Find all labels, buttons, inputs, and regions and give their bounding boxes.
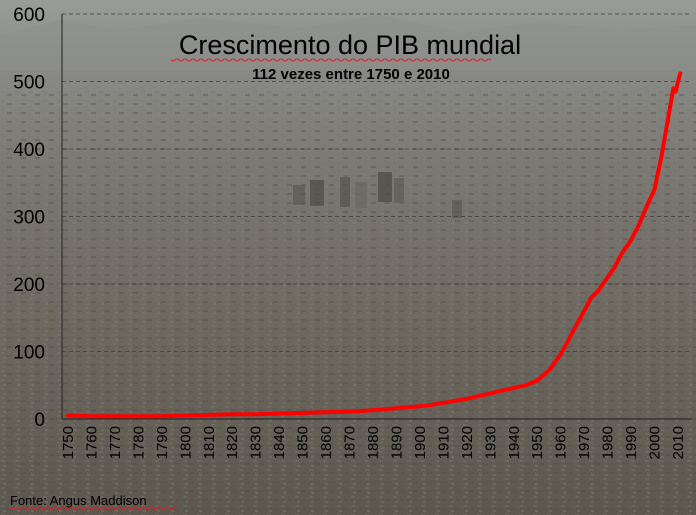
x-tick-label-1770: 1770 — [107, 426, 124, 459]
mountains — [0, 15, 696, 70]
x-tick-label-1790: 1790 — [154, 426, 171, 459]
x-tick-label-1830: 1830 — [248, 426, 265, 459]
gridlines — [62, 13, 692, 352]
x-tick-label-1820: 1820 — [224, 426, 241, 459]
series-layer — [66, 71, 683, 419]
x-tick-label-1930: 1930 — [482, 426, 499, 459]
spellcheck-underline-source — [9, 506, 179, 510]
x-tick-label-1810: 1810 — [201, 426, 218, 459]
source-note: Fonte: Angus Maddison — [10, 493, 147, 508]
x-tick-label-1920: 1920 — [459, 426, 476, 459]
y-tick-label-300: 300 — [13, 208, 45, 229]
y-tick-label-200: 200 — [13, 275, 45, 296]
x-tick-label-1870: 1870 — [342, 426, 359, 459]
x-tick-label-1900: 1900 — [412, 426, 429, 459]
x-tick-label-1880: 1880 — [365, 426, 382, 459]
x-tick-label-1800: 1800 — [177, 426, 194, 459]
x-tick-label-1850: 1850 — [295, 426, 312, 459]
x-tick-label-1970: 1970 — [576, 426, 593, 459]
y-tick-label-100: 100 — [13, 343, 45, 364]
x-tick-label-1890: 1890 — [388, 426, 405, 459]
x-tick-label-2010: 2010 — [670, 426, 687, 459]
spellcheck-underline-title — [170, 58, 492, 62]
axes — [61, 14, 692, 420]
x-tick-label-1950: 1950 — [529, 426, 546, 459]
x-tick-label-1990: 1990 — [623, 426, 640, 459]
y-tick-label-500: 500 — [13, 73, 45, 94]
y-tick-label-600: 600 — [13, 5, 45, 26]
y-tick-label-0: 0 — [34, 410, 45, 431]
city-texture — [0, 90, 696, 515]
x-tick-label-2000: 2000 — [647, 426, 664, 459]
x-tick-label-1780: 1780 — [130, 426, 147, 459]
x-axis-ticks: 1750 1760 1770 1780 1790 1800 1810 1820 1830 1840… — [60, 426, 687, 459]
x-tick-label-1980: 1980 — [600, 426, 617, 459]
chart-subtitle: 112 vezes entre 1750 e 2010 — [252, 66, 450, 83]
x-tick-label-1940: 1940 — [506, 426, 523, 459]
series-line-0 — [66, 71, 683, 419]
y-axis-ticks: 0 100 200 300 400 500 600 — [13, 5, 45, 431]
x-tick-label-1960: 1960 — [553, 426, 570, 459]
x-tick-label-1860: 1860 — [318, 426, 335, 459]
x-tick-label-1910: 1910 — [435, 426, 452, 459]
downtown-buildings — [293, 172, 462, 218]
chart-title: Crescimento do PIB mundial — [179, 30, 521, 60]
y-tick-label-400: 400 — [13, 140, 45, 161]
x-tick-label-1750: 1750 — [60, 426, 77, 459]
x-tick-label-1840: 1840 — [271, 426, 288, 459]
x-tick-label-1760: 1760 — [83, 426, 100, 459]
